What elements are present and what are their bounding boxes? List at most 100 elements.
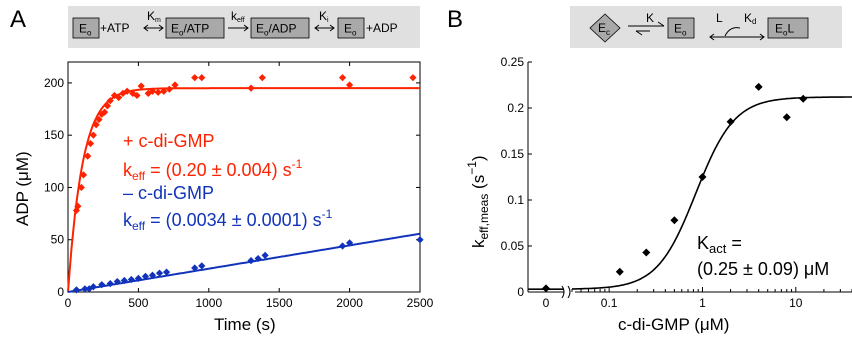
minus-cdigmp-point [261, 251, 269, 260]
scheme-b-eol-sub: o [783, 29, 788, 38]
plus-cdigmp-point [247, 84, 255, 92]
svg-text:Kact =: Kact = [697, 233, 742, 256]
scheme-a-e0b: E [344, 22, 352, 36]
plus-cdigmp-point [346, 81, 354, 89]
plus-cdigmp-point [123, 87, 131, 95]
plus-cdigmp-point [258, 74, 266, 82]
plot-a-fits [67, 87, 421, 293]
minus-cdigmp-point [141, 272, 150, 280]
plot-b-point [542, 284, 550, 293]
minus-cdigmp-point [148, 271, 157, 279]
plot-a-xtick-label: 2000 [336, 296, 363, 310]
plus-cdigmp-point [92, 121, 100, 129]
binding-equilibrium-arrow [709, 27, 765, 41]
plot-b-ylabel-k: k [469, 239, 488, 248]
svg-text:Kd: Kd [744, 11, 756, 26]
minus-cdigmp-point [198, 262, 206, 270]
plot-b-point [726, 117, 735, 126]
svg-text:Eo: Eo [674, 22, 687, 38]
plus-cdigmp-point [198, 74, 206, 82]
plot-a-axes: 0 500 1000 1500 2000 2500 0 50 100 150 200 [44, 62, 434, 310]
svg-text:Eo: Eo [344, 22, 357, 38]
minus-keff-value: = (0.0034 ± 0.0001) s [145, 210, 322, 230]
plot-a-xtick-label: 500 [128, 296, 148, 310]
plot-b-axis-break-2 [567, 285, 571, 299]
scheme-a-e-atp-suffix: /ATP [183, 22, 209, 36]
minus-cdigmp-point [155, 269, 164, 277]
plus-cdigmp-point [171, 81, 179, 89]
equilibrium-arrow-2 [314, 24, 335, 32]
minus-cdigmp-point [191, 264, 199, 272]
minus-cdigmp-point [247, 257, 255, 265]
plus-cdigmp-point [191, 74, 199, 82]
scheme-b-kd: K [744, 11, 752, 25]
plus-cdigmp-point [137, 82, 145, 90]
plot-b-xtick-label: 10 [789, 296, 803, 310]
plot-a-xlabel: Time (s) [214, 315, 276, 334]
plus-cdigmp-label: + c-di-GMP [123, 131, 215, 151]
scheme-a-ki-sub: i [327, 17, 329, 24]
svg-text:Eo/ADP: Eo/ADP [256, 22, 296, 38]
scheme-a-e0: E [79, 22, 87, 36]
scheme-a-box-e0b [337, 17, 365, 39]
scheme-a-keff: k [231, 9, 238, 23]
plus-cdigmp-point [72, 206, 81, 215]
svg-text:Ki: Ki [319, 9, 329, 24]
minus-cdigmp-point [72, 286, 81, 294]
plus-cdigmp-point [160, 87, 168, 95]
plus-cdigmp-point [133, 91, 141, 100]
plot-b-axes: 0 0.05 0.1 0.15 0.2 0.25 0 0.1 1 10 [501, 55, 852, 310]
minus-cdigmp-point [127, 275, 135, 284]
minus-cdigmp-point [81, 285, 89, 293]
plot-a-frame [67, 61, 421, 293]
minus-cdigmp-label: – c-di-GMP [123, 183, 214, 203]
plot-a-xtick-label: 0 [65, 296, 72, 310]
scheme-a-box-e-adp [250, 17, 310, 39]
plot-b-point [615, 267, 624, 276]
plot-a-ytick-label: 0 [57, 285, 64, 299]
plot-a-ytick-label: 100 [44, 180, 64, 194]
plus-cdigmp-point [89, 131, 97, 139]
plot-a-xtick-label: 2500 [407, 296, 434, 310]
scheme-b: Ec K Eo L Kd EoL [570, 6, 842, 48]
plus-cdigmp-point [74, 202, 82, 210]
panel-b-label: B [447, 6, 463, 33]
scheme-b-k: K [646, 11, 654, 25]
plot-b-ytick-label: 0.2 [507, 101, 524, 115]
plot-b-xtick-label: 1 [699, 296, 706, 310]
kact-sub: act [709, 241, 727, 256]
plot-b-point [799, 94, 808, 103]
plus-cdigmp-point [148, 87, 157, 95]
scheme-a-e-atp-sub: o [179, 29, 184, 38]
scheme-b-box-eol [767, 17, 809, 39]
scheme-a-ki: K [319, 9, 327, 23]
svg-text:Eo: Eo [79, 22, 92, 38]
kact-value: (0.25 ± 0.09) μM [697, 259, 829, 279]
plus-cdigmp-point [103, 102, 112, 110]
plus-cdigmp-point [101, 108, 109, 116]
plot-b-point [782, 113, 791, 122]
svg-text:keff,meas (s−1): keff,meas (s−1) [465, 155, 491, 248]
minus-keff-exp: -1 [322, 207, 333, 221]
plot-b-point [670, 216, 679, 225]
plus-cdigmp-point [165, 85, 173, 93]
plus-cdigmp-point [106, 97, 114, 105]
plot-b-xtick-label: 0 [543, 296, 550, 310]
equilibrium-arrow-1 [143, 24, 164, 32]
scheme-a-e-adp-suffix: /ADP [268, 22, 296, 36]
scheme-a-adp: +ADP [366, 21, 398, 35]
minus-cdigmp-point [120, 276, 128, 285]
plot-b-ytick-label: 0 [517, 285, 524, 299]
plus-cdigmp-point [115, 93, 123, 102]
minus-cdigmp-point [254, 254, 262, 263]
plus-keff-value: = (0.20 ± 0.004) s [145, 160, 291, 180]
svg-text:EoL: EoL [775, 22, 794, 38]
scheme-b-ec-sub: c [606, 28, 610, 37]
minus-cdigmp-point [89, 283, 97, 291]
plus-cdigmp-point [338, 74, 347, 82]
plot-b-ylabel-exp: −1 [465, 161, 479, 175]
scheme-b-box-eo [667, 17, 695, 39]
scheme-a-e0b-sub: o [352, 29, 357, 38]
minus-cdigmp-point [134, 274, 142, 283]
